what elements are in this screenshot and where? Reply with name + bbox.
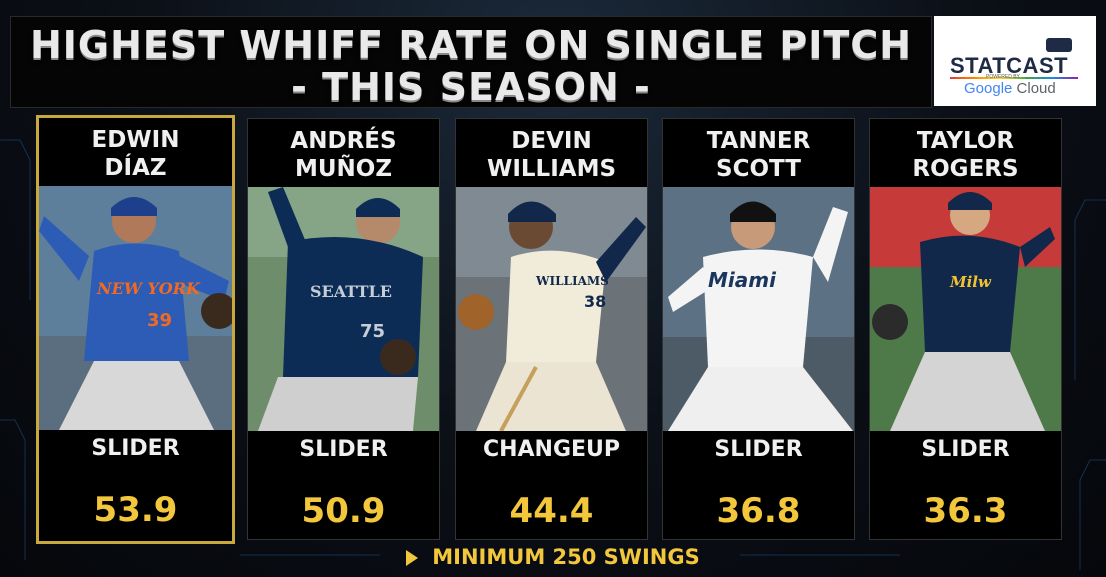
page-title: HIGHEST WHIFF RATE ON SINGLE PITCH (29, 23, 913, 67)
player-first-name: EDWIN (91, 127, 180, 153)
player-last-name: WILLIAMS (486, 156, 617, 182)
statcast-wordmark: STATCAST (950, 53, 1069, 78)
player-photo: SEATTLE 75 (248, 187, 439, 431)
player-card-scott: TANNER SCOTT Miami SLIDER 36.8 (662, 118, 855, 540)
whiff-rate: 36.3 (923, 491, 1008, 531)
pitch-type: SLIDER (299, 437, 388, 462)
player-photo: Milw (870, 187, 1061, 431)
page-subtitle: - THIS SEASON - (291, 65, 651, 109)
jersey-number: 39 (147, 310, 172, 331)
player-first-name: ANDRÉS (290, 128, 397, 154)
whiff-rate: 44.4 (509, 491, 594, 531)
jersey-team-text: Milw (949, 273, 992, 291)
mlb-logo-icon (1046, 38, 1072, 52)
title-banner: HIGHEST WHIFF RATE ON SINGLE PITCH - THI… (10, 16, 932, 109)
jersey-team-text: Miami (708, 268, 777, 292)
jersey-number: 38 (584, 292, 606, 311)
player-last-name: MUÑOZ (294, 156, 393, 182)
cloud-label: Cloud (1016, 80, 1056, 97)
whiff-rate: 36.8 (716, 491, 801, 531)
jersey-team-text: SEATTLE (310, 282, 392, 301)
google-label: Google (964, 80, 1013, 97)
pitch-type: SLIDER (714, 437, 803, 462)
player-photo: NEW YORK 39 (39, 186, 232, 430)
player-first-name: TANNER (706, 128, 811, 154)
player-last-name: ROGERS (912, 156, 1019, 182)
player-last-name: SCOTT (716, 156, 801, 182)
player-last-name: DÍAZ (104, 155, 167, 181)
footer-note: MINIMUM 250 SWINGS (0, 545, 1106, 569)
player-card-rogers: TAYLOR ROGERS Milw SLIDER 36.3 (869, 118, 1062, 540)
jersey-team-text: NEW YORK (96, 279, 201, 298)
play-arrow-icon (406, 550, 419, 566)
powered-by-label: POWERED BY (986, 74, 1020, 80)
player-card-williams: DEVIN WILLIAMS WILLIAMS 38 CHANGEUP 44.4 (455, 118, 648, 540)
player-first-name: TAYLOR (916, 128, 1015, 154)
whiff-rate: 53.9 (93, 490, 178, 530)
pitch-type: CHANGEUP (482, 437, 621, 462)
google-cloud-wordmark: Google Cloud (964, 80, 1056, 97)
player-card-diaz: EDWIN DÍAZ NEW YORK 39 SLIDER 53.9 (36, 115, 235, 544)
whiff-rate: 50.9 (301, 491, 386, 531)
pitch-type: SLIDER (91, 436, 180, 461)
jersey-team-text: WILLIAMS (535, 274, 609, 288)
statcast-logo: STATCAST POWERED BY Google Cloud (934, 16, 1096, 106)
player-first-name: DEVIN (511, 128, 592, 154)
footer-note-text: MINIMUM 250 SWINGS (432, 545, 700, 569)
player-photo: WILLIAMS 38 (456, 187, 647, 431)
player-card-munoz: ANDRÉS MUÑOZ SEATTLE 75 SLIDER 50.9 (247, 118, 440, 540)
pitch-type: SLIDER (921, 437, 1010, 462)
jersey-number: 75 (360, 321, 385, 342)
logo-rainbow-bar (950, 77, 1078, 79)
player-photo: Miami (663, 187, 854, 431)
